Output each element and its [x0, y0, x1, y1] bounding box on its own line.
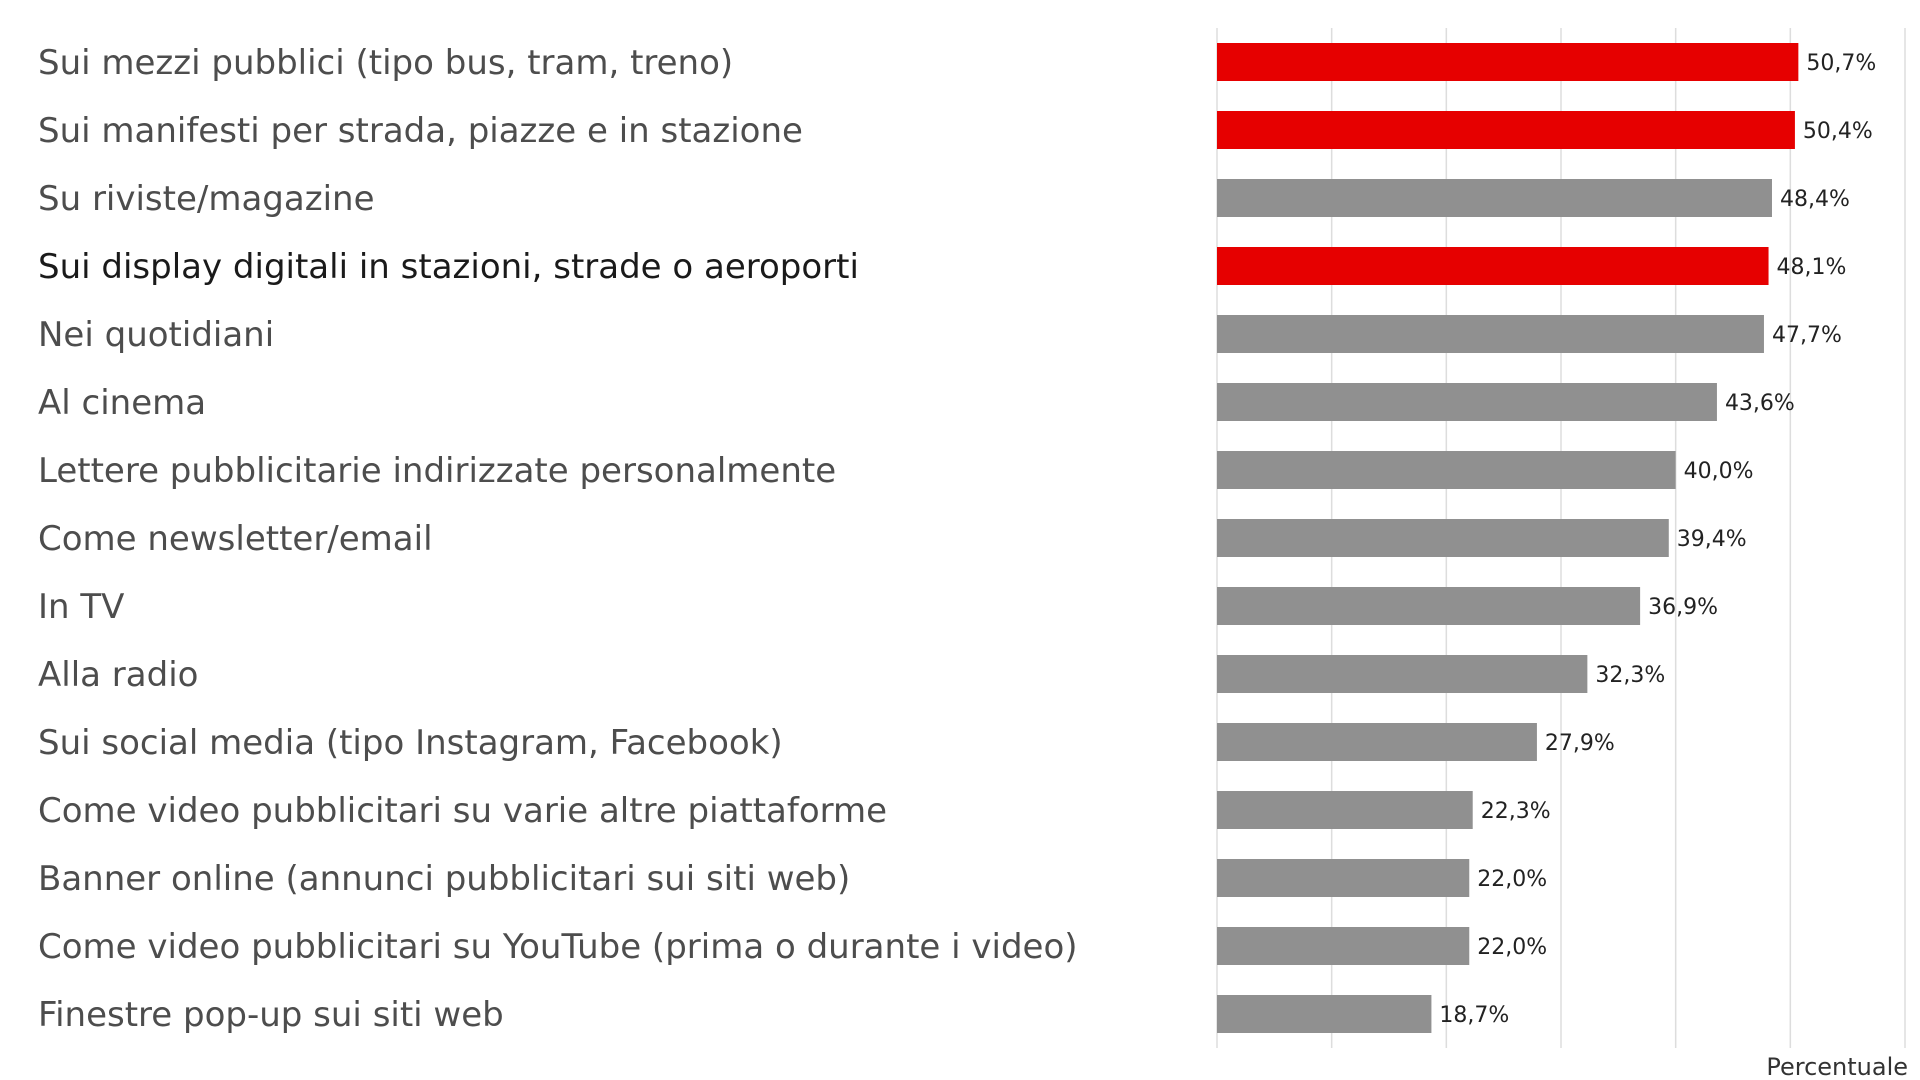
category-label: Sui display digitali in stazioni, strade… [38, 247, 859, 287]
bar [1217, 247, 1769, 285]
bar [1217, 655, 1588, 693]
value-label: 32,3% [1595, 663, 1665, 688]
value-label: 50,4% [1803, 119, 1873, 144]
value-label: 43,6% [1725, 391, 1795, 416]
bar [1217, 995, 1432, 1033]
value-label: 22,3% [1481, 799, 1551, 824]
value-label: 50,7% [1806, 51, 1876, 76]
category-label: Come newsletter/email [38, 519, 433, 559]
bar [1217, 859, 1470, 897]
value-label: 39,4% [1677, 527, 1747, 552]
category-label: Sui manifesti per strada, piazze e in st… [38, 111, 803, 151]
bar [1217, 723, 1537, 761]
value-label: 22,0% [1477, 935, 1547, 960]
category-label: Finestre pop-up sui siti web [38, 995, 504, 1035]
bar [1217, 179, 1772, 217]
value-labels: 50,7% 50,4% 48,4% 48,1% 47,7% 43,6% 40,0% 39,4%… [1439, 51, 1876, 1028]
bar [1217, 383, 1717, 421]
category-label: Su riviste/magazine [38, 179, 374, 219]
bar [1217, 587, 1641, 625]
category-label: Sui social media (tipo Instagram, Facebo… [38, 723, 783, 763]
value-label: 48,1% [1777, 255, 1847, 280]
x-axis-title: Percentuale [1766, 1053, 1908, 1080]
category-label: Banner online (annunci pubblicitari sui … [38, 859, 850, 899]
value-label: 48,4% [1780, 187, 1850, 212]
bar [1217, 111, 1795, 149]
value-label: 27,9% [1545, 731, 1615, 756]
category-label: Come video pubblicitari su varie altre p… [38, 791, 887, 831]
bar [1217, 43, 1799, 81]
category-label: Sui mezzi pubblici (tipo bus, tram, tren… [38, 43, 733, 83]
value-label: 40,0% [1684, 459, 1754, 484]
value-label: 22,0% [1477, 867, 1547, 892]
category-label: Lettere pubblicitarie indirizzate person… [38, 451, 836, 491]
bar [1217, 451, 1676, 489]
bar [1217, 315, 1764, 353]
value-label: 47,7% [1772, 323, 1842, 348]
category-label: In TV [38, 587, 124, 627]
value-label: 18,7% [1439, 1003, 1509, 1028]
category-label: Alla radio [38, 655, 198, 695]
bar [1217, 791, 1473, 829]
category-label: Nei quotidiani [38, 315, 274, 355]
value-label: 36,9% [1648, 595, 1718, 620]
bar [1217, 927, 1470, 965]
category-label: Al cinema [38, 383, 206, 423]
bar [1217, 519, 1669, 557]
category-labels: Sui mezzi pubblici (tipo bus, tram, tren… [38, 43, 1078, 1035]
bars [1217, 43, 1799, 1033]
category-label: Come video pubblicitari su YouTube (prim… [38, 927, 1078, 967]
